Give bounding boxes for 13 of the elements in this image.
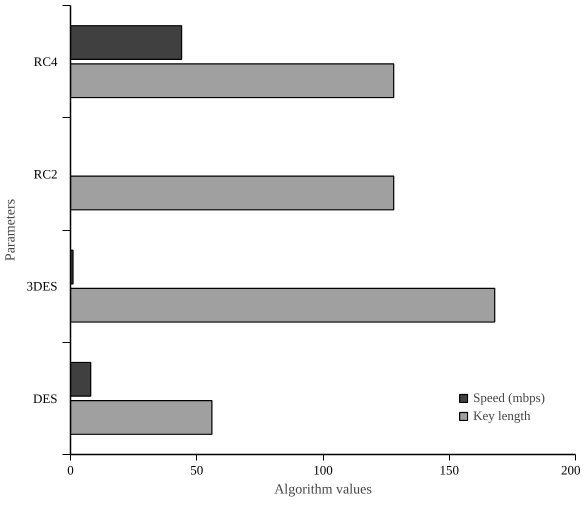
y-tick-label: RC4 bbox=[34, 54, 58, 70]
legend-label: Speed (mbps) bbox=[473, 390, 545, 406]
x-tick-label: 200 bbox=[561, 462, 580, 478]
x-tick-label: 50 bbox=[190, 462, 204, 478]
y-axis-title: Parameters bbox=[3, 198, 18, 262]
y-tick-label: DES bbox=[32, 390, 58, 406]
x-axis-title: Algorithm values bbox=[274, 482, 372, 498]
x-tick-label: 100 bbox=[313, 462, 333, 478]
x-tick-label: 150 bbox=[440, 462, 459, 478]
y-tick-label: 3DES bbox=[26, 278, 58, 294]
x-tick-label: 0 bbox=[67, 462, 74, 478]
legend-label: Key length bbox=[473, 408, 531, 424]
y-tick-label: RC2 bbox=[34, 166, 58, 182]
